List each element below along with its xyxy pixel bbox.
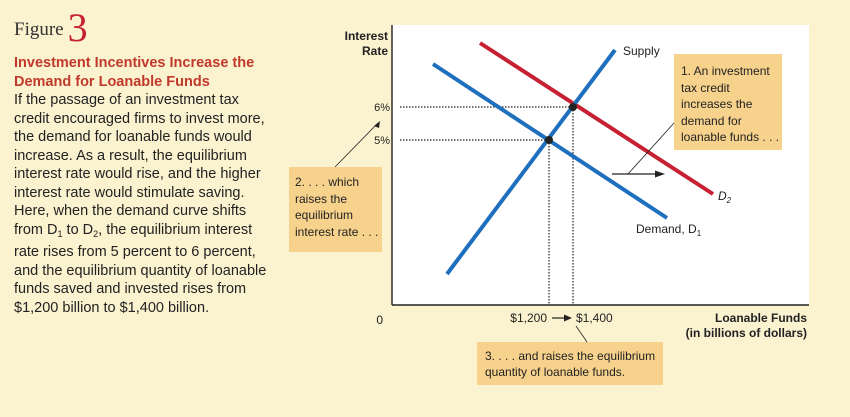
- callout3-leader: [575, 325, 588, 343]
- supply-curve: [445, 48, 617, 276]
- callout-investment-tax-credit: [674, 54, 782, 150]
- quantity-shift-arrowhead: [564, 314, 572, 322]
- demand2-curve: [478, 41, 715, 196]
- y-axis-label-line2: Rate: [362, 44, 388, 58]
- tick-1200: $1,200: [510, 311, 547, 325]
- tick-6pct: 6%: [374, 102, 390, 114]
- equilibrium-point-2: [569, 103, 577, 111]
- demand1-label: Demand, D1: [636, 222, 702, 238]
- x-axis-label-line2: (in billions of dollars): [686, 326, 807, 340]
- callout-interest-rate: [289, 167, 382, 252]
- y-axis-label-line1: Interest: [345, 29, 388, 43]
- callout2-text: 2. . . . which raises the equilibrium in…: [295, 175, 378, 239]
- x-axis-label-line1: Loanable Funds: [715, 311, 807, 325]
- figure-title: Figure 3: [14, 8, 276, 50]
- caption-title: Investment Incentives Increase the Deman…: [14, 55, 255, 90]
- equilibrium-point-1: [545, 136, 553, 144]
- callout3-text: 3. . . . and raises the equilibrium quan…: [485, 349, 658, 379]
- callout1-leader: [627, 122, 675, 175]
- callout2-leader: [334, 123, 378, 168]
- tick-5pct: 5%: [374, 135, 390, 147]
- caption-body: If the passage of an investment tax cred…: [14, 92, 267, 316]
- figure-word: Figure: [14, 19, 64, 40]
- callout-quantity: [477, 342, 663, 385]
- origin-label: 0: [376, 313, 383, 327]
- callout1-text: 1. An investment tax credit increases th…: [681, 64, 779, 144]
- rate-rise-arrowhead: [374, 121, 380, 128]
- demand2-label: D2: [718, 189, 732, 205]
- shift-arrowhead: [655, 170, 665, 178]
- tick-1400: $1,400: [576, 311, 613, 325]
- figure-number: 3: [67, 5, 88, 50]
- supply-label: Supply: [623, 44, 660, 58]
- caption-panel: Figure 3 Investment Incentives Increase …: [14, 8, 276, 317]
